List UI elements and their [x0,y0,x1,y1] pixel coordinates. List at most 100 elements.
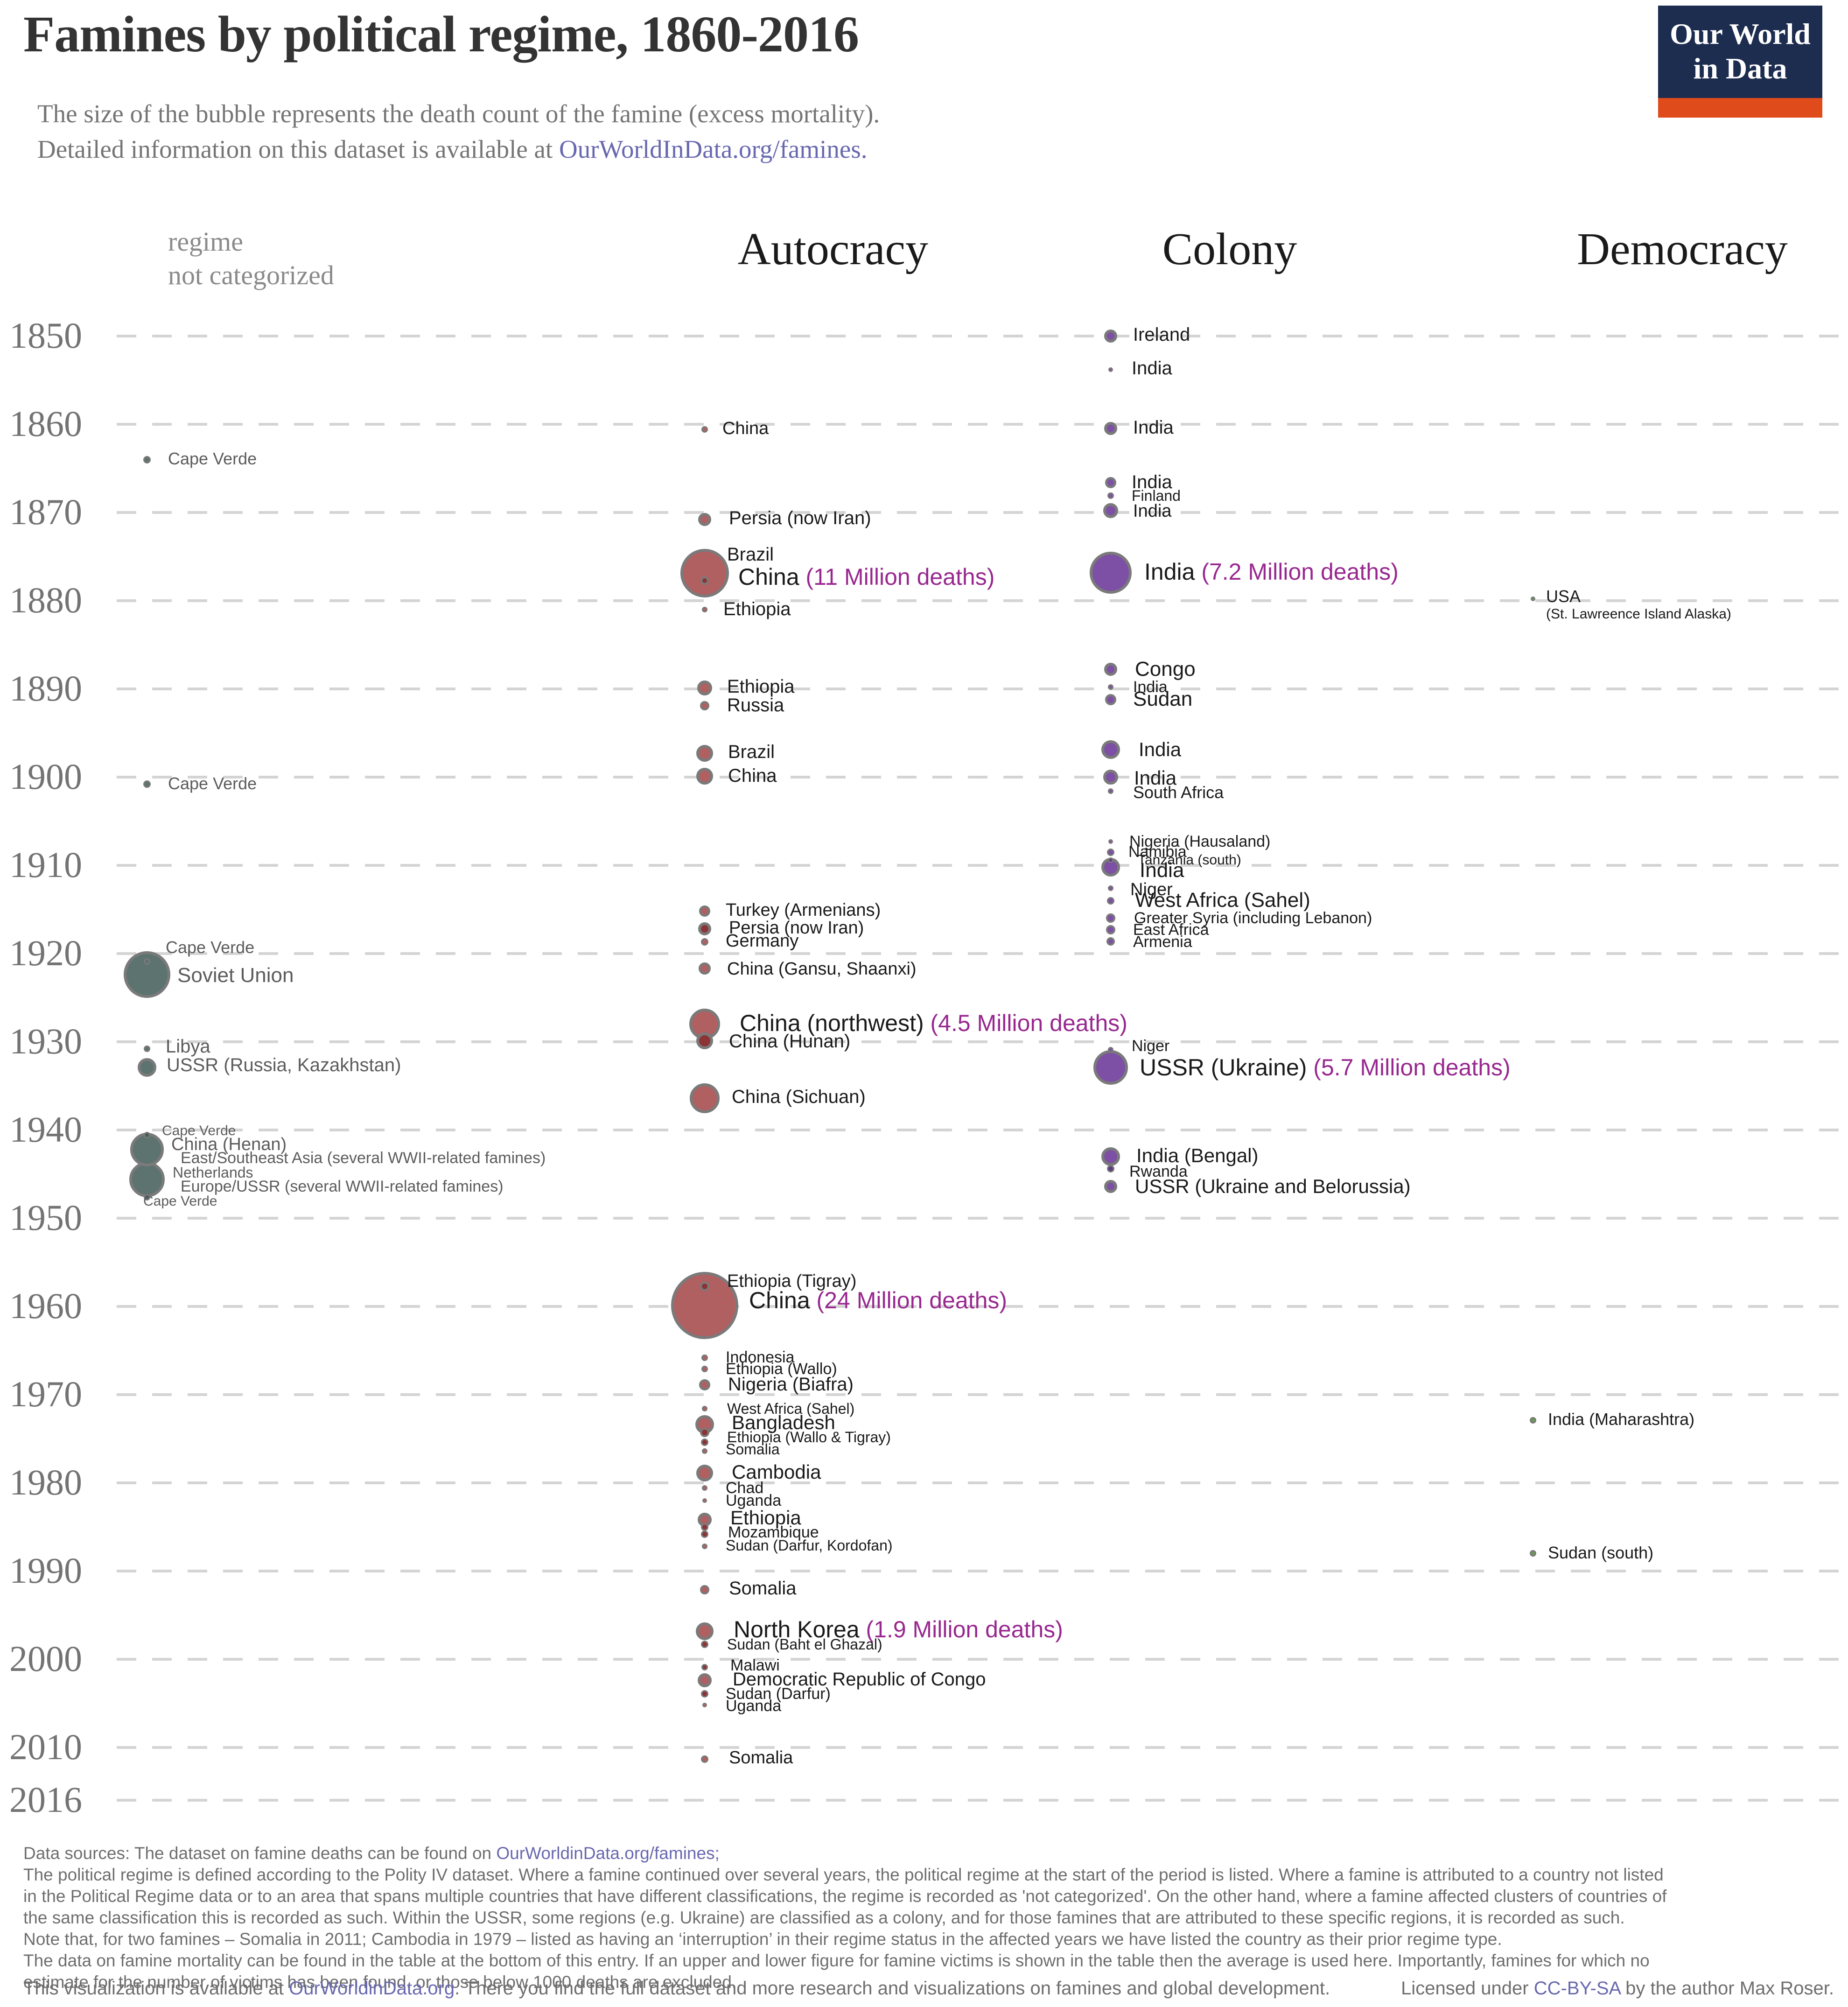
column-header-colony: Colony [1162,224,1297,274]
bubble-label-text: Niger [1130,880,1173,900]
footer-note-line: The data on famine mortality can be foun… [23,1951,1650,1970]
bubble-co-1891 [1105,694,1116,705]
death-count-annotation: (11 Million deaths) [799,563,995,590]
year-tick-1990: 1990 [9,1550,82,1591]
bubble-label-text: India [1133,501,1172,521]
bubble-co-1861 [1104,422,1117,435]
bubble-label-text: Congo [1135,658,1196,681]
bubble-label: Ethiopia (Tigray) [727,1271,856,1291]
death-count-annotation: (24 Million deaths) [810,1287,1008,1313]
bubble-label: Europe/USSR (several WWII-related famine… [181,1178,504,1196]
bubble-label: Congo [1135,658,1196,681]
subtitle-line1: The size of the bubble represents the de… [37,99,880,128]
bubble-co-1919 [1106,937,1115,946]
bubble-au-1878 [700,576,709,585]
bubble-co-1907 [1108,839,1113,844]
bubble-label-text: Cape Verde [143,1193,217,1209]
bubble-label: China (northwest) (4.5 Million deaths) [740,1010,1127,1037]
bubble-label-text: West Africa (Sahel) [1135,889,1310,912]
death-count-annotation: (1.9 Million deaths) [859,1616,1063,1642]
footer-notes: Data sources: The dataset on famine deat… [23,1843,1834,1993]
bubble-label: North Korea (1.9 Million deaths) [734,1616,1063,1643]
bubble-label-text: East/Southeast Asia (several WWII-relate… [181,1149,546,1167]
bubble-label: Namibia [1128,843,1187,861]
famines-dataset-link[interactable]: OurWorldInData.org/famines. [559,135,868,163]
bubble-au-2001 [701,1664,708,1670]
bubble-label-text: Sudan [1133,688,1193,711]
bubble-label-text: Brazil [727,544,774,565]
bubble-label: Nigeria (Biafra) [728,1374,854,1395]
bubble-co-1890 [1108,684,1113,690]
bubble-label: USSR (Ukraine and Belorussia) [1135,1175,1411,1198]
bubble-label: (St. Lawreence Island Alaska) [1546,606,1731,622]
gridline-1950 [117,1217,1839,1220]
bubble-label: Sudan (Baht el Ghazal) [727,1636,882,1653]
bubble-label: India [1139,738,1181,761]
year-tick-2016: 2016 [9,1779,82,1820]
bubble-label-text: USA [1546,587,1581,606]
footer-note-line: Note that, for two famines – Somalia in … [23,1930,1502,1949]
bubble-label: Bangladesh [732,1411,835,1434]
bubble-label: Cape Verde [168,449,257,469]
bubble-label-text: China [738,563,799,590]
bubble-au-1871 [698,513,711,526]
bubble-label-text: Namibia [1128,843,1187,861]
bubble-au-1900 [696,768,713,785]
license-link[interactable]: CC-BY-SA [1533,1978,1620,1999]
bubble-label: South Africa [1133,783,1224,802]
bubble-label-text: Mozambique [728,1523,819,1541]
owid-logo: Our World in Data [1658,6,1822,118]
gridline-1880 [117,599,1839,602]
bubble-nc-1946 [129,1161,165,1197]
bubble-au-1981 [702,1485,707,1491]
bubble-label-text: Germany [726,931,799,951]
bubble-label-text: China (Hunan) [729,1031,851,1052]
year-tick-1880: 1880 [9,580,82,620]
bubble-label-text: Netherlands [173,1164,253,1181]
owid-site-link[interactable]: OurWorldinData.org [289,1978,455,1999]
bubble-label: Niger [1132,1037,1169,1055]
bubble-label-text: China (northwest) [740,1010,924,1037]
year-tick-1910: 1910 [9,844,82,885]
column-header-democracy: Democracy [1577,224,1788,274]
bubble-label: China [728,765,777,786]
owid-logo-bar [1658,98,1822,118]
bubble-label-text: India [1132,471,1172,492]
bubble-au-1881 [702,606,707,612]
bubble-co-1854 [1108,367,1113,372]
bubble-co-1933 [1093,1050,1128,1085]
bubble-label-text: Europe/USSR (several WWII-related famine… [181,1177,504,1195]
bubble-label-text: India [1140,858,1184,882]
bubble-co-1870 [1103,503,1118,519]
bubble-co-1902 [1108,788,1113,794]
bubble-label-text: India (Bengal) [1136,1144,1259,1166]
bubble-label-text: Bangladesh [732,1411,835,1434]
bubble-label: Nigeria (Hausaland) [1129,833,1270,851]
bubble-label: Netherlands [173,1164,253,1181]
bubble-au-1979 [696,1465,713,1482]
bubble-label-text: Sudan (Baht el Ghazal) [727,1635,882,1653]
bubble-au-2002 [698,1673,712,1688]
bubble-nc-1931 [144,1046,150,1053]
gridline-1940 [117,1129,1839,1131]
bubble-label: Chad [726,1479,763,1497]
year-tick-1940: 1940 [9,1109,82,1150]
bubble-au-1997 [696,1622,714,1640]
bubble-label-text: India [1144,558,1195,585]
bubble-label: Somalia [729,1748,793,1768]
subtitle-line2: Detailed information on this dataset is … [37,134,867,164]
bubble-label: Somalia [726,1441,780,1458]
bubble-label: Greater Syria (including Lebanon) [1134,909,1372,927]
bubble-au-2011 [701,1755,708,1763]
year-tick-1980: 1980 [9,1462,82,1502]
bubble-label-text: Tanzania (south) [1138,852,1241,868]
footer-dataset-link[interactable]: OurWorldinData.org/famines; [496,1844,720,1863]
bubble-label-text: Democratic Republic of Congo [733,1669,986,1690]
gridline-1900 [117,776,1839,779]
year-tick-1890: 1890 [9,668,82,709]
bubble-label-text: Soviet Union [177,963,294,987]
bubble-label-text: China [728,765,777,786]
bubble-label: Mozambique [728,1523,819,1542]
bubble-label: West Africa (Sahel) [727,1400,854,1418]
